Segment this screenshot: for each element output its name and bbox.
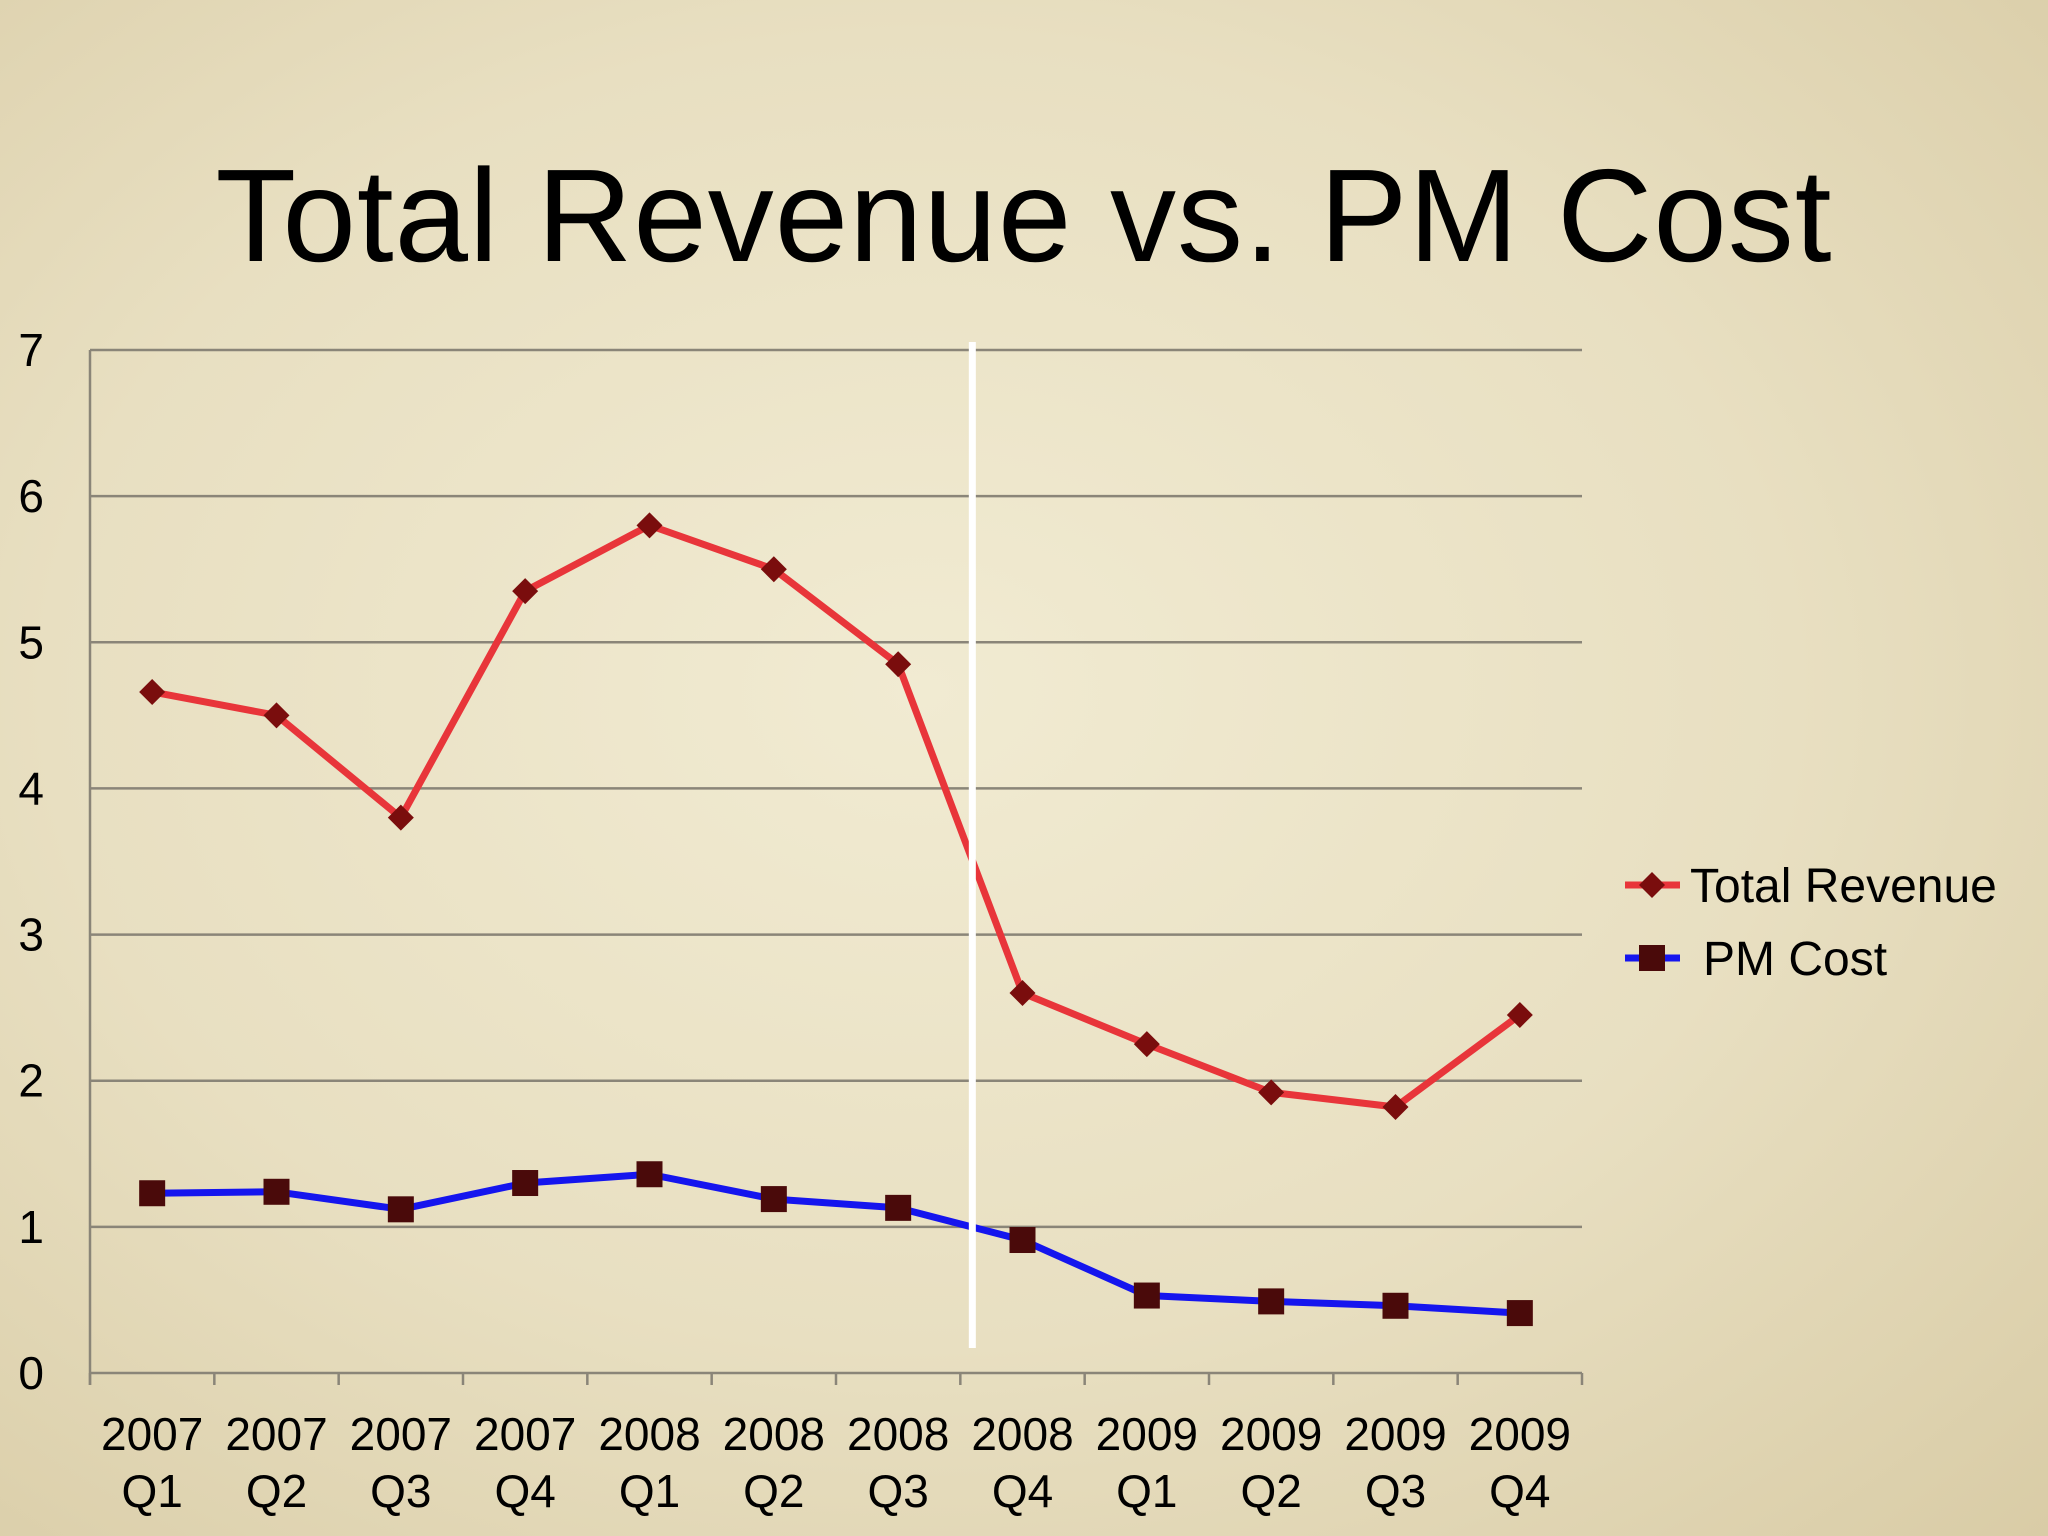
data-point	[1382, 1292, 1409, 1319]
data-point	[1009, 1227, 1036, 1254]
chart-title: Total Revenue vs. PM Cost	[215, 142, 1833, 289]
data-point	[1133, 1282, 1160, 1309]
data-point	[760, 556, 787, 583]
y-tick-label: 5	[18, 616, 44, 668]
data-point	[1258, 1288, 1285, 1315]
y-tick-label: 6	[18, 470, 44, 522]
y-tick-label: 2	[18, 1055, 44, 1107]
y-tick-label: 1	[18, 1201, 44, 1253]
x-tick-label: Q3	[370, 1465, 431, 1517]
x-tick-label: 2007	[350, 1408, 452, 1460]
x-tick-label: 2007	[225, 1408, 327, 1460]
x-tick-label: Q2	[743, 1465, 804, 1517]
data-point	[387, 1196, 414, 1223]
x-tick-label: Q1	[121, 1465, 182, 1517]
x-tick-label: 2007	[474, 1408, 576, 1460]
x-tick-label: 2007	[101, 1408, 203, 1460]
data-point	[1506, 1300, 1533, 1327]
data-point	[885, 1194, 912, 1221]
x-tick-label: Q1	[1116, 1465, 1177, 1517]
x-tick-label: 2008	[971, 1408, 1073, 1460]
x-tick-label: 2009	[1344, 1408, 1446, 1460]
data-point	[263, 1178, 290, 1205]
data-point	[1009, 980, 1036, 1007]
data-point	[512, 578, 539, 605]
data-point	[1133, 1031, 1160, 1058]
x-tick-label: Q2	[246, 1465, 307, 1517]
x-tick-label: 2008	[723, 1408, 825, 1460]
series-line	[151, 521, 1522, 1111]
data-point	[139, 1180, 166, 1207]
data-point	[636, 1161, 663, 1188]
data-point	[1258, 1079, 1285, 1106]
y-tick-label: 7	[18, 324, 44, 376]
legend-label: Total Revenue	[1690, 860, 1997, 913]
data-point	[636, 512, 663, 539]
x-tick-label: Q4	[992, 1465, 1053, 1517]
x-tick-label: 2009	[1469, 1408, 1571, 1460]
x-tick-label: Q2	[1240, 1465, 1301, 1517]
data-point	[512, 1170, 539, 1197]
data-point	[760, 1186, 787, 1213]
x-tick-label: 2008	[598, 1408, 700, 1460]
y-tick-label: 3	[18, 909, 44, 961]
x-tick-label: Q3	[1365, 1465, 1426, 1517]
legend-marker	[1639, 872, 1665, 898]
x-tick-label: 2008	[847, 1408, 949, 1460]
data-point	[387, 804, 414, 831]
x-tick-label: Q4	[1489, 1465, 1550, 1517]
x-tick-label: 2009	[1096, 1408, 1198, 1460]
x-tick-label: Q1	[619, 1465, 680, 1517]
data-point	[1506, 1001, 1533, 1028]
data-point	[1382, 1094, 1409, 1121]
legend-marker	[1639, 945, 1665, 971]
series-line	[152, 1170, 1521, 1317]
data-point	[139, 678, 166, 705]
x-tick-label: 2009	[1220, 1408, 1322, 1460]
legend-label: PM Cost	[1703, 933, 1887, 986]
x-tick-label: Q4	[494, 1465, 555, 1517]
y-tick-label: 4	[18, 762, 44, 814]
x-tick-label: Q3	[867, 1465, 928, 1517]
data-point	[885, 651, 912, 678]
y-tick-label: 0	[18, 1347, 44, 1399]
data-point	[263, 702, 290, 729]
